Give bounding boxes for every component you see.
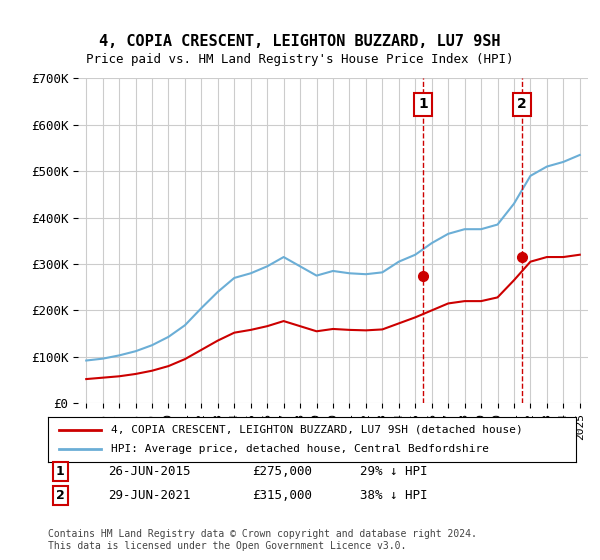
Text: 1: 1 [56, 465, 64, 478]
Text: HPI: Average price, detached house, Central Bedfordshire: HPI: Average price, detached house, Cent… [112, 445, 490, 455]
Text: 29-JUN-2021: 29-JUN-2021 [108, 489, 191, 502]
Text: 4, COPIA CRESCENT, LEIGHTON BUZZARD, LU7 9SH: 4, COPIA CRESCENT, LEIGHTON BUZZARD, LU7… [99, 34, 501, 49]
Text: 38% ↓ HPI: 38% ↓ HPI [360, 489, 427, 502]
Text: 2: 2 [517, 97, 527, 111]
Text: £275,000: £275,000 [252, 465, 312, 478]
Text: Contains HM Land Registry data © Crown copyright and database right 2024.
This d: Contains HM Land Registry data © Crown c… [48, 529, 477, 551]
Text: 29% ↓ HPI: 29% ↓ HPI [360, 465, 427, 478]
Text: 1: 1 [418, 97, 428, 111]
Text: 4, COPIA CRESCENT, LEIGHTON BUZZARD, LU7 9SH (detached house): 4, COPIA CRESCENT, LEIGHTON BUZZARD, LU7… [112, 424, 523, 435]
Text: £315,000: £315,000 [252, 489, 312, 502]
Text: 26-JUN-2015: 26-JUN-2015 [108, 465, 191, 478]
Text: 2: 2 [56, 489, 64, 502]
Text: Price paid vs. HM Land Registry's House Price Index (HPI): Price paid vs. HM Land Registry's House … [86, 53, 514, 66]
